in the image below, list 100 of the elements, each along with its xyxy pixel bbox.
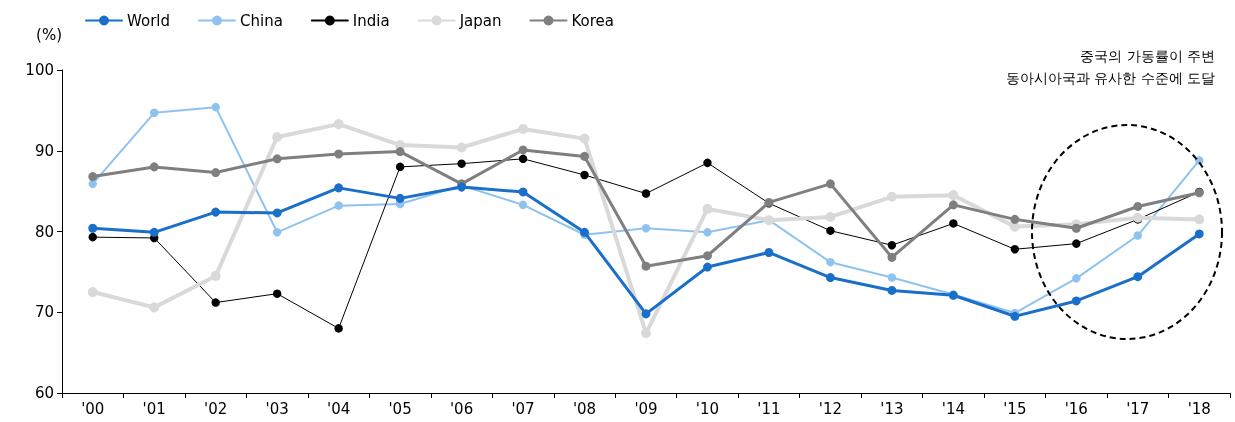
point [272,228,282,237]
point [641,189,651,198]
point [457,159,466,168]
point [703,158,712,168]
x-tick-label: '01 [142,399,166,418]
point [825,179,835,189]
point [580,151,590,161]
point [1010,245,1020,254]
point [149,302,160,313]
point [702,262,712,272]
point [149,227,159,237]
point [825,211,836,222]
legend-label: India [352,11,390,30]
point [395,162,405,172]
point [88,179,97,189]
x-tick-label: '18 [1187,399,1211,418]
point [518,154,528,164]
point [887,273,897,282]
point [1133,272,1143,282]
point [702,203,713,214]
x-tick-label: '16 [1064,399,1088,418]
point [334,324,343,333]
point [518,200,528,210]
point [887,252,897,262]
point [886,191,897,202]
point [518,145,528,155]
point [87,287,98,298]
point [1194,229,1204,239]
x-tick-label: '04 [327,399,351,418]
point [518,187,528,197]
point [1072,274,1081,283]
point [887,240,897,250]
point [702,251,712,261]
point [703,228,712,237]
x-tick-label: '05 [388,399,412,418]
point [641,224,651,233]
y-tick-label: 90 [34,141,54,160]
point [211,102,220,112]
x-tick-label: '06 [449,399,474,418]
point [334,201,343,210]
point [1133,231,1143,240]
point [456,142,467,153]
x-tick-label: '09 [634,399,658,418]
y-tick-label: 100 [25,61,54,79]
point [334,149,344,159]
point [580,170,589,180]
point [272,132,283,143]
y-tick-label: 60 [34,384,54,402]
point [1195,156,1204,165]
legend-label: World [127,11,170,30]
annotation: 중국의 가동률이 주변 동아시아국과 유사한 수준에 도달 [1005,48,1215,86]
point [211,207,221,217]
x-tick-label: '11 [757,399,781,418]
legend-label: China [239,11,283,30]
x-tick-label: '17 [1126,399,1150,418]
x-tick-label: '00 [81,399,105,418]
point [949,219,958,228]
point [334,183,344,193]
x-tick-label: '12 [818,399,843,418]
point [1133,201,1143,211]
point [88,232,97,242]
legend-label: Japan [458,11,502,30]
point [395,193,405,203]
point [1071,296,1081,306]
point [641,261,651,271]
point [88,172,98,182]
point [764,248,774,257]
x-tick-label: '08 [572,399,597,418]
x-tick-label: '10 [695,399,720,418]
point [948,190,959,201]
point [272,289,282,298]
point [948,200,958,210]
point [1072,239,1081,248]
x-tick-label: '15 [1003,399,1027,418]
point [149,108,159,118]
point [210,270,221,281]
point [1071,223,1081,233]
point [826,257,835,267]
point [272,154,282,164]
x-tick-label: '07 [511,399,535,418]
point [1194,214,1205,225]
point [641,309,651,319]
point [1010,214,1020,224]
x-tick-label: '02 [204,399,228,418]
point [826,226,835,235]
point [579,133,590,144]
point [272,208,282,218]
point [211,298,220,307]
y-axis-title: (%) [36,25,62,44]
x-tick-label: '13 [880,399,904,418]
point [395,147,405,157]
point [88,223,98,233]
point [149,162,159,172]
x-tick-label: '14 [941,399,965,418]
point [825,273,835,283]
y-tick-label: 70 [34,303,54,322]
point [211,168,221,178]
x-tick-label: '03 [265,399,289,418]
legend-label: Korea [571,11,615,30]
point [887,285,897,295]
